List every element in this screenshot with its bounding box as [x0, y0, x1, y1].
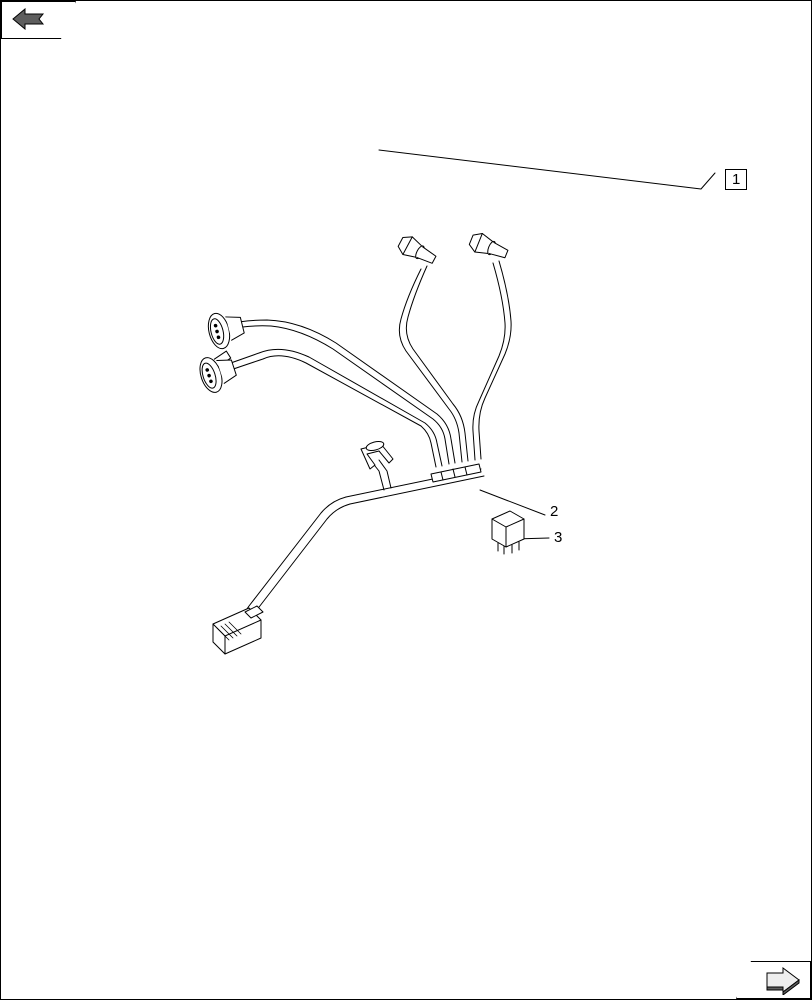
callout-2-label: 2 [550, 503, 558, 520]
callout-1-label: 1 [732, 171, 740, 188]
relay-cube [492, 511, 524, 554]
connector-left-low-a [196, 350, 239, 395]
page-frame: 1 2 3 [0, 0, 812, 1000]
wiring-harness-diagram [1, 1, 812, 1001]
nav-next-button[interactable] [738, 963, 811, 999]
arrow-forward-3d-icon [763, 967, 803, 995]
callout-3-label: 3 [554, 529, 562, 546]
callout-1-box: 1 [725, 169, 747, 190]
arrow-back-icon [11, 8, 45, 30]
connector-left-low-b [205, 308, 247, 351]
connector-upper-d [467, 230, 510, 263]
connector-upper-c [396, 233, 439, 268]
connector-bottom [213, 606, 263, 654]
nav-prev-button[interactable] [1, 1, 74, 37]
